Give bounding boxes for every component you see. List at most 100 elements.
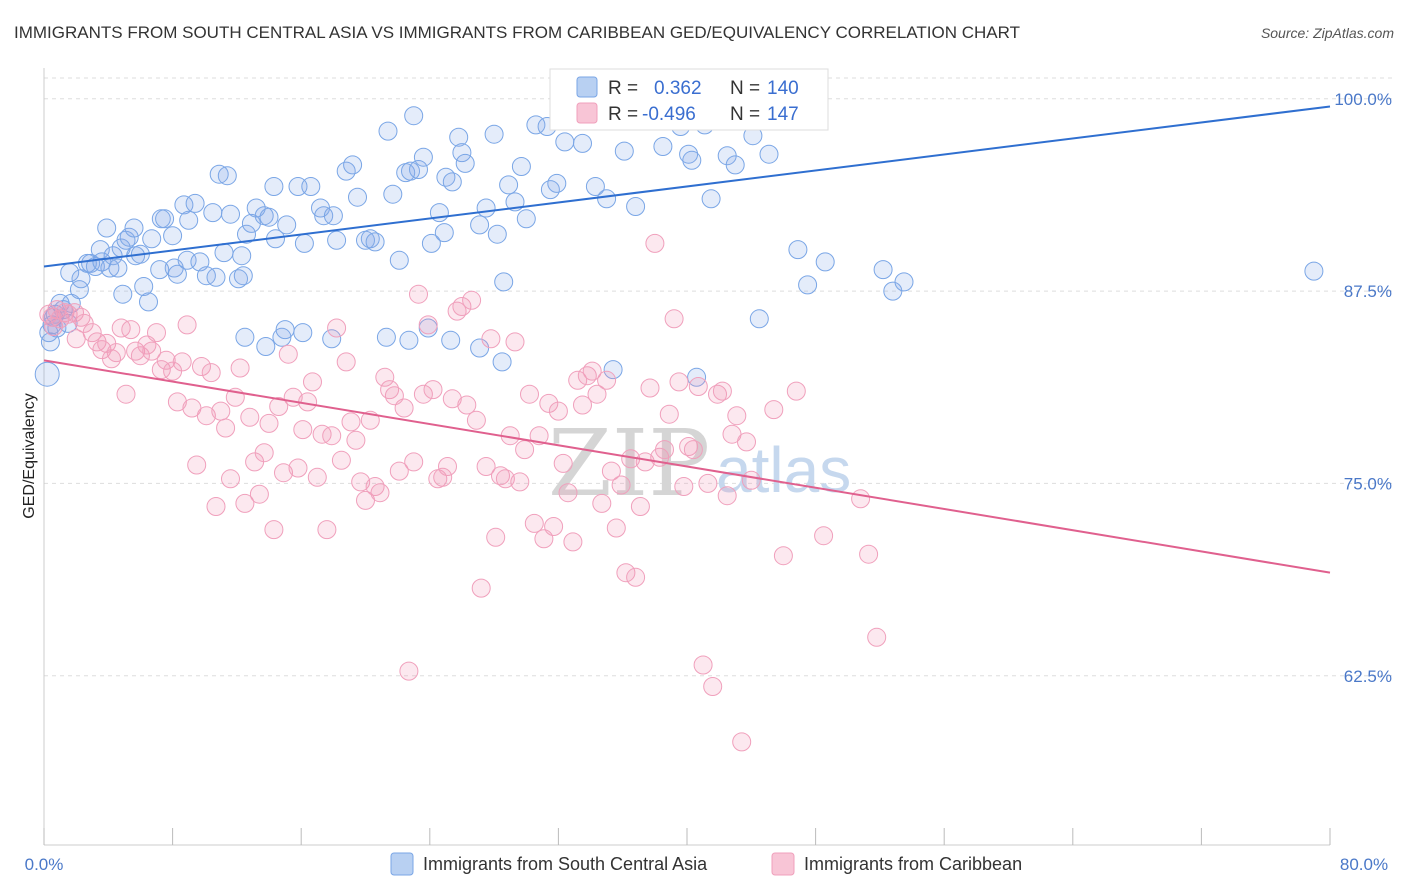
- data-point-caribbean: [703, 677, 723, 696]
- data-point-south-central-asia: [209, 164, 229, 184]
- data-point-caribbean: [293, 420, 313, 440]
- data-point-caribbean: [592, 493, 612, 513]
- data-point-south-central-asia: [614, 141, 634, 161]
- data-point-caribbean: [307, 467, 327, 487]
- data-point-south-central-asia: [476, 198, 496, 218]
- y-tick-label: 87.5%: [1344, 282, 1392, 301]
- data-point-south-central-asia: [221, 204, 240, 224]
- data-point-south-central-asia: [196, 266, 216, 286]
- data-point-caribbean: [659, 404, 679, 424]
- data-point-caribbean: [442, 389, 462, 409]
- data-point-south-central-asia: [547, 173, 567, 193]
- data-point-caribbean: [587, 384, 607, 404]
- data-point-caribbean: [413, 384, 433, 404]
- chart-title: IMMIGRANTS FROM SOUTH CENTRAL ASIA VS IM…: [14, 23, 1020, 42]
- data-point-caribbean: [558, 483, 578, 503]
- data-point-south-central-asia: [511, 157, 531, 176]
- data-point-caribbean: [616, 563, 636, 583]
- data-point-south-central-asia: [217, 166, 237, 186]
- stats-swatch-blue: [576, 76, 598, 98]
- data-point-south-central-asia: [103, 246, 123, 266]
- data-point-caribbean: [240, 407, 260, 427]
- data-point-south-central-asia: [323, 206, 343, 226]
- data-point-south-central-asia: [376, 327, 396, 347]
- stats-r-value-2: -0.496: [642, 104, 696, 125]
- data-point-caribbean: [375, 367, 395, 387]
- data-point-caribbean: [732, 732, 752, 752]
- stats-n-label-1: N =: [730, 78, 760, 99]
- data-point-south-central-asia: [139, 292, 158, 312]
- data-point-caribbean: [764, 400, 784, 420]
- data-point-south-central-asia: [499, 175, 519, 195]
- data-point-caribbean: [418, 315, 438, 335]
- data-point-south-central-asia: [277, 215, 297, 235]
- data-point-caribbean: [121, 320, 141, 340]
- data-point-south-central-asia: [293, 323, 313, 343]
- data-point-caribbean: [327, 318, 347, 338]
- data-point-caribbean: [688, 377, 708, 396]
- data-point-south-central-asia: [214, 243, 234, 263]
- legend-swatch-south-central-asia: [390, 852, 414, 876]
- data-point-south-central-asia: [378, 121, 398, 141]
- data-point-south-central-asia: [434, 223, 454, 243]
- data-point-south-central-asia: [389, 250, 409, 270]
- data-point-caribbean: [737, 432, 756, 452]
- stats-r-label-1: R =: [608, 78, 638, 99]
- data-point-caribbean: [645, 233, 665, 253]
- data-point-caribbean: [336, 352, 356, 372]
- data-point-caribbean: [698, 473, 718, 493]
- data-point-caribbean: [553, 453, 573, 473]
- data-point-south-central-asia: [314, 206, 334, 226]
- data-point-south-central-asia: [603, 360, 623, 380]
- data-point-south-central-asia: [301, 177, 321, 196]
- data-point-south-central-asia: [113, 284, 133, 304]
- data-point-caribbean: [254, 443, 274, 463]
- legend-swatch-caribbean: [771, 852, 795, 876]
- data-point-caribbean: [544, 517, 564, 536]
- data-point-south-central-asia: [798, 275, 818, 295]
- data-point-caribbean: [156, 350, 176, 370]
- data-point-caribbean: [206, 497, 226, 516]
- data-point-south-central-asia: [679, 144, 699, 164]
- data-point-caribbean: [346, 430, 366, 450]
- data-point-south-central-asia: [150, 260, 170, 280]
- data-point-caribbean: [201, 363, 221, 383]
- data-point-caribbean: [172, 352, 192, 372]
- data-point-south-central-asia: [155, 209, 175, 229]
- data-point-caribbean: [611, 475, 631, 495]
- data-point-caribbean: [312, 424, 332, 444]
- data-point-south-central-asia: [233, 266, 253, 286]
- data-point-caribbean: [683, 440, 703, 460]
- trend-line-caribbean: [43, 359, 1331, 574]
- data-point-caribbean: [177, 315, 197, 335]
- stats-n-label-2: N =: [730, 104, 760, 125]
- data-point-caribbean: [674, 477, 694, 496]
- data-point-caribbean: [630, 497, 650, 516]
- data-point-caribbean: [106, 343, 126, 363]
- y-axis-label: GED/Equivalency: [21, 393, 38, 518]
- data-point-south-central-asia: [327, 230, 347, 250]
- data-point-caribbean: [471, 578, 491, 598]
- y-tick-label: 62.5%: [1344, 667, 1392, 686]
- data-point-caribbean: [515, 440, 535, 460]
- data-point-caribbean: [717, 486, 737, 506]
- data-point-south-central-asia: [246, 198, 266, 218]
- chart-source: Source: ZipAtlas.com: [1261, 25, 1394, 41]
- data-point-caribbean: [167, 392, 187, 412]
- data-point-caribbean: [370, 483, 390, 503]
- trend-lines: [43, 105, 1331, 574]
- stats-r-value-1: 0.362: [654, 78, 702, 99]
- data-point-caribbean: [741, 470, 761, 490]
- data-point-caribbean: [196, 406, 216, 426]
- data-point-caribbean: [341, 412, 361, 432]
- data-point-south-central-asia: [894, 272, 914, 292]
- data-point-caribbean: [495, 469, 515, 489]
- data-point-south-central-asia: [40, 332, 60, 352]
- data-point-caribbean: [773, 546, 793, 566]
- data-point-south-central-asia: [206, 267, 226, 287]
- gridlines: [44, 77, 1392, 677]
- data-point-caribbean: [433, 467, 453, 487]
- data-point-caribbean: [394, 398, 414, 418]
- data-point-south-central-asia: [322, 329, 342, 349]
- data-point-south-central-asia: [441, 330, 461, 350]
